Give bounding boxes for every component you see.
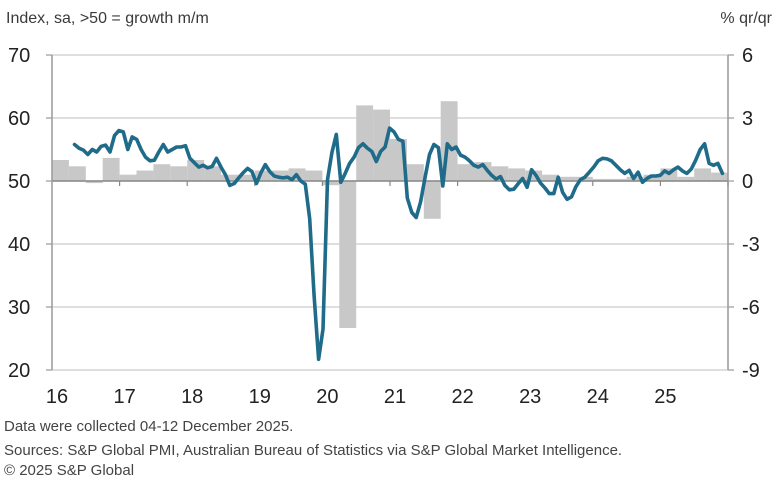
x-axis-tick-label: 20	[316, 386, 338, 408]
axes	[46, 54, 734, 371]
left-axis-tick-labels: 20 30 40 50 60 70	[8, 45, 30, 382]
x-axis-tick-labels: 16 17 18 19 20 21 22 23 24 25	[46, 386, 677, 408]
gdp-bar	[136, 170, 154, 181]
gdp-bars	[52, 101, 728, 328]
copyright-note: © 2025 S&P Global	[4, 462, 135, 479]
right-axis-unit-label: % qr/qr	[720, 10, 772, 27]
pmi-line-group	[72, 126, 725, 362]
gdp-bar	[237, 174, 255, 181]
right-axis-tick-label: -9	[742, 360, 760, 382]
x-axis-tick-label: 16	[46, 386, 68, 408]
left-axis-tick-label: 50	[8, 171, 30, 193]
right-axis-tick-labels: -9 -6 -3 0 3 6	[742, 45, 760, 382]
x-axis-tick-label: 23	[519, 386, 541, 408]
gdp-bar	[643, 174, 661, 181]
gdp-bar	[254, 170, 272, 181]
collection-note: Data were collected 04-12 December 2025.	[4, 418, 294, 435]
gdp-bar	[542, 174, 559, 181]
left-axis-tick-label: 40	[8, 234, 30, 256]
gdp-bar	[204, 166, 221, 181]
gdp-bar	[52, 160, 69, 181]
gdp-bar	[559, 176, 576, 181]
gdp-bar	[68, 166, 86, 181]
gdp-bar	[677, 176, 695, 181]
gdp-bar	[694, 168, 712, 181]
gdp-bar	[423, 181, 441, 219]
x-axis-tick-label: 21	[384, 386, 406, 408]
right-axis-tick-label: 6	[742, 45, 753, 67]
gdp-bar	[170, 166, 188, 181]
left-axis-tick-label: 70	[8, 45, 30, 67]
left-axis-tick-label: 30	[8, 297, 30, 319]
right-axis-tick-label: 0	[742, 171, 753, 193]
gdp-bar	[525, 170, 543, 181]
gdp-bar	[373, 109, 390, 181]
gdp-bar	[406, 164, 424, 181]
x-axis-tick-label: 24	[587, 386, 609, 408]
x-axis-tick-label: 18	[181, 386, 203, 408]
gdp-bar	[592, 178, 610, 181]
gdp-bar	[711, 172, 728, 181]
gdp-bar	[322, 181, 340, 186]
right-axis-tick-label: 3	[742, 108, 753, 130]
gdp-bar	[305, 170, 323, 181]
gdp-bar	[102, 157, 120, 181]
left-axis-unit-label: Index, sa, >50 = growth m/m	[6, 10, 209, 27]
x-axis-tick-label: 19	[249, 386, 271, 408]
gdp-bar	[457, 164, 475, 181]
x-axis-tick-label: 17	[113, 386, 135, 408]
gdp-bar	[339, 181, 357, 328]
left-axis-tick-label: 60	[8, 108, 30, 130]
pmi-line	[72, 126, 725, 362]
x-axis-tick-label: 25	[654, 386, 676, 408]
gdp-bar	[119, 174, 137, 181]
gdp-bar	[85, 181, 103, 184]
gdp-bar	[221, 174, 238, 181]
right-axis-tick-label: -3	[742, 234, 760, 256]
sources-note: Sources: S&P Global PMI, Australian Bure…	[4, 442, 623, 459]
x-axis-tick-label: 22	[451, 386, 473, 408]
left-axis-tick-label: 20	[8, 360, 30, 382]
right-axis-tick-label: -6	[742, 297, 760, 319]
gdp-bar	[153, 164, 171, 181]
gdp-bar	[609, 178, 627, 181]
